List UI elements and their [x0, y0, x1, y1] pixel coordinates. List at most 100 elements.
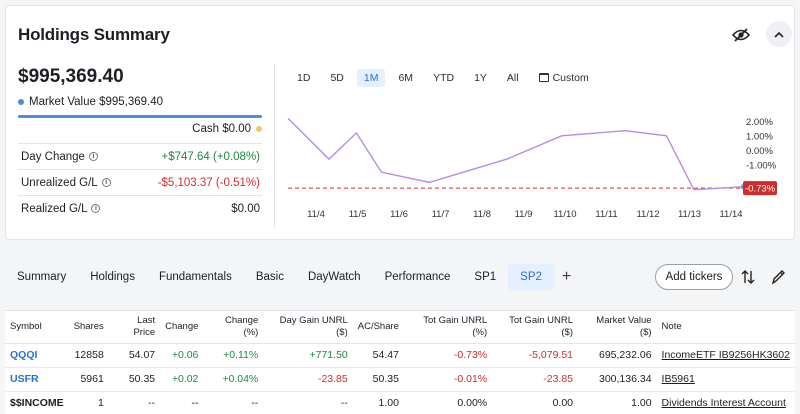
- symbol-cell[interactable]: QQQI: [5, 343, 69, 368]
- column-header[interactable]: Change (%): [203, 311, 264, 344]
- symbol-cell[interactable]: USFR: [5, 367, 69, 392]
- note-cell[interactable]: IB5961: [656, 367, 795, 392]
- holdings-table: Symbol Shares Last Price Change Change (%) Da…: [5, 311, 795, 414]
- range-5d[interactable]: 5D: [323, 69, 350, 87]
- add-tab-icon[interactable]: +: [561, 268, 572, 285]
- collapse-button[interactable]: [766, 21, 792, 47]
- holdings-table-card: Symbol Shares Last Price Change Change (%) Da…: [5, 310, 795, 414]
- column-header[interactable]: Last Price: [108, 311, 161, 344]
- table-cell: 50.35: [108, 367, 161, 392]
- y-tick-label: 1.00%: [746, 131, 773, 142]
- sort-icon[interactable]: [740, 268, 756, 286]
- table-cell: 0.00: [492, 391, 579, 414]
- table-cell: -0.73%: [403, 343, 493, 368]
- summary-row-label: Realized G/L i: [21, 203, 101, 215]
- x-tick-label: 11/10: [553, 209, 576, 220]
- total-value: $995,369.40: [18, 66, 124, 87]
- range-label: 5D: [330, 72, 344, 84]
- range-all[interactable]: All: [500, 69, 526, 87]
- x-tick-label: 11/6: [390, 209, 408, 220]
- summary-rows: Day Change i +$747.64 (+0.08%) Unrealized G…: [18, 143, 262, 221]
- summary-row-label: Unrealized G/L i: [21, 177, 111, 189]
- summary-panel: $995,369.40 Market Value $995,369.40 Cas…: [18, 66, 262, 221]
- tab-sp2[interactable]: SP2: [508, 264, 554, 290]
- chevron-up-icon: [774, 31, 784, 38]
- holdings-summary-card: Holdings Summary $995,369.40 Market Valu…: [5, 5, 795, 240]
- symbol-cell: $$INCOME: [5, 391, 69, 414]
- tab-performance[interactable]: Performance: [384, 271, 451, 283]
- table-body: QQQI 12858 54.07 +0.06 +0.11% +771.50 54.47 -0.…: [5, 343, 795, 414]
- range-label: 1D: [297, 72, 311, 84]
- info-icon[interactable]: i: [101, 178, 111, 187]
- cash-line: Cash $0.00: [18, 123, 262, 135]
- info-icon[interactable]: i: [88, 152, 98, 161]
- tab-daywatch[interactable]: DayWatch: [307, 271, 361, 283]
- table-cell: --: [160, 391, 204, 414]
- column-header[interactable]: Tot Gain UNRL ($): [492, 311, 579, 344]
- market-value-bar-fill: [18, 115, 262, 118]
- tab-summary[interactable]: Summary: [17, 271, 67, 283]
- table-cell: 5961: [68, 367, 109, 392]
- table-cell: +0.06: [160, 343, 204, 368]
- info-icon[interactable]: i: [91, 204, 101, 213]
- current-value-badge: [743, 181, 777, 196]
- range-ytd[interactable]: YTD: [426, 69, 461, 87]
- table-cell: 1: [68, 391, 109, 414]
- column-header[interactable]: Change: [160, 311, 204, 344]
- x-tick-label: 11/7: [432, 209, 450, 220]
- x-tick-label: 11/12: [636, 209, 659, 220]
- table-cell: 1.00: [352, 391, 404, 414]
- time-range-selector: 1D 5D 1M 6M YTD 1Y All Custom: [290, 69, 602, 87]
- column-header[interactable]: Symbol: [5, 311, 69, 344]
- y-tick-label: 2.00%: [746, 117, 773, 128]
- column-header[interactable]: Shares: [68, 311, 109, 344]
- table-cell: --: [263, 391, 353, 414]
- pencil-icon[interactable]: [770, 268, 786, 286]
- column-header[interactable]: Market Value ($): [578, 311, 657, 344]
- table-cell: -23.85: [492, 367, 579, 392]
- tab-basic[interactable]: Basic: [255, 271, 284, 283]
- tab-sp1[interactable]: SP1: [474, 271, 497, 283]
- table-row: USFR 5961 50.35 +0.02 +0.04% -23.85 50.35 -0.01…: [5, 367, 795, 392]
- range-label: All: [506, 72, 519, 84]
- tab-holdings[interactable]: Holdings: [90, 271, 135, 283]
- column-header[interactable]: Note: [656, 311, 795, 344]
- range-1y[interactable]: 1Y: [467, 69, 494, 87]
- add-tickers-button[interactable]: Add tickers: [655, 264, 733, 290]
- summary-row-label-text: Day Change: [21, 150, 85, 163]
- summary-row-value: $0.00: [231, 202, 260, 215]
- column-header[interactable]: Tot Gain UNRL (%): [403, 311, 493, 344]
- table-cell: 695,232.06: [578, 343, 657, 368]
- tab-fundamentals[interactable]: Fundamentals: [158, 271, 232, 283]
- current-value-label: -0.73%: [745, 184, 776, 195]
- summary-row-label-text: Unrealized G/L: [21, 176, 98, 189]
- range-1m[interactable]: 1M: [356, 69, 386, 87]
- range-label: 1M: [363, 72, 379, 84]
- table-cell: 300,136.34: [578, 367, 657, 392]
- range-custom[interactable]: Custom: [532, 69, 596, 87]
- table-cell: 0.00%: [403, 391, 493, 414]
- divider: [274, 64, 275, 228]
- table-row: QQQI 12858 54.07 +0.06 +0.11% +771.50 54.47 -0.…: [5, 343, 795, 368]
- range-label: Custom: [552, 72, 589, 84]
- table-cell: +0.04%: [203, 367, 264, 392]
- x-tick-label: 11/5: [349, 209, 367, 220]
- hide-values-button[interactable]: [728, 22, 754, 48]
- range-label: 6M: [398, 72, 414, 84]
- column-header[interactable]: AC/Share: [352, 311, 404, 344]
- x-tick-label: 11/14: [719, 209, 742, 220]
- column-header[interactable]: Day Gain UNRL ($): [263, 311, 353, 344]
- table-cell: +771.50: [263, 343, 353, 368]
- note-cell[interactable]: Dividends Interest Account: [656, 391, 795, 414]
- table-row: $$INCOME 1 -- -- -- -- 1.00 0.00% 0.00 1.00 Divide…: [5, 391, 795, 414]
- table-header-row: Symbol Shares Last Price Change Change (%) Da…: [5, 311, 795, 344]
- range-1d[interactable]: 1D: [290, 69, 317, 87]
- tab-bar: Summary Holdings Fundamentals Basic DayWatch…: [5, 262, 795, 292]
- summary-row-value: +$747.64 (+0.08%): [161, 150, 260, 163]
- range-6m[interactable]: 6M: [391, 69, 420, 87]
- table-cell: 1.00: [578, 391, 657, 414]
- y-tick-label: -1.00%: [746, 160, 777, 171]
- range-label: YTD: [433, 72, 455, 84]
- note-cell[interactable]: IncomeETF IB9256HK3602: [656, 343, 795, 368]
- table-cell: 12858: [68, 343, 109, 368]
